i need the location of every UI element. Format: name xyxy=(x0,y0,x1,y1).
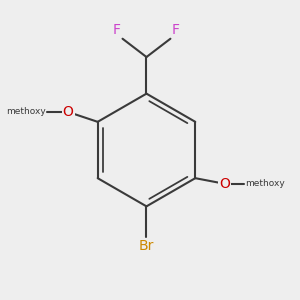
Text: methoxy: methoxy xyxy=(6,107,46,116)
Text: F: F xyxy=(172,23,180,37)
Text: O: O xyxy=(63,105,74,119)
Text: O: O xyxy=(219,177,230,191)
Text: Br: Br xyxy=(139,239,154,253)
Text: F: F xyxy=(113,23,121,37)
Text: methoxy: methoxy xyxy=(245,179,285,188)
